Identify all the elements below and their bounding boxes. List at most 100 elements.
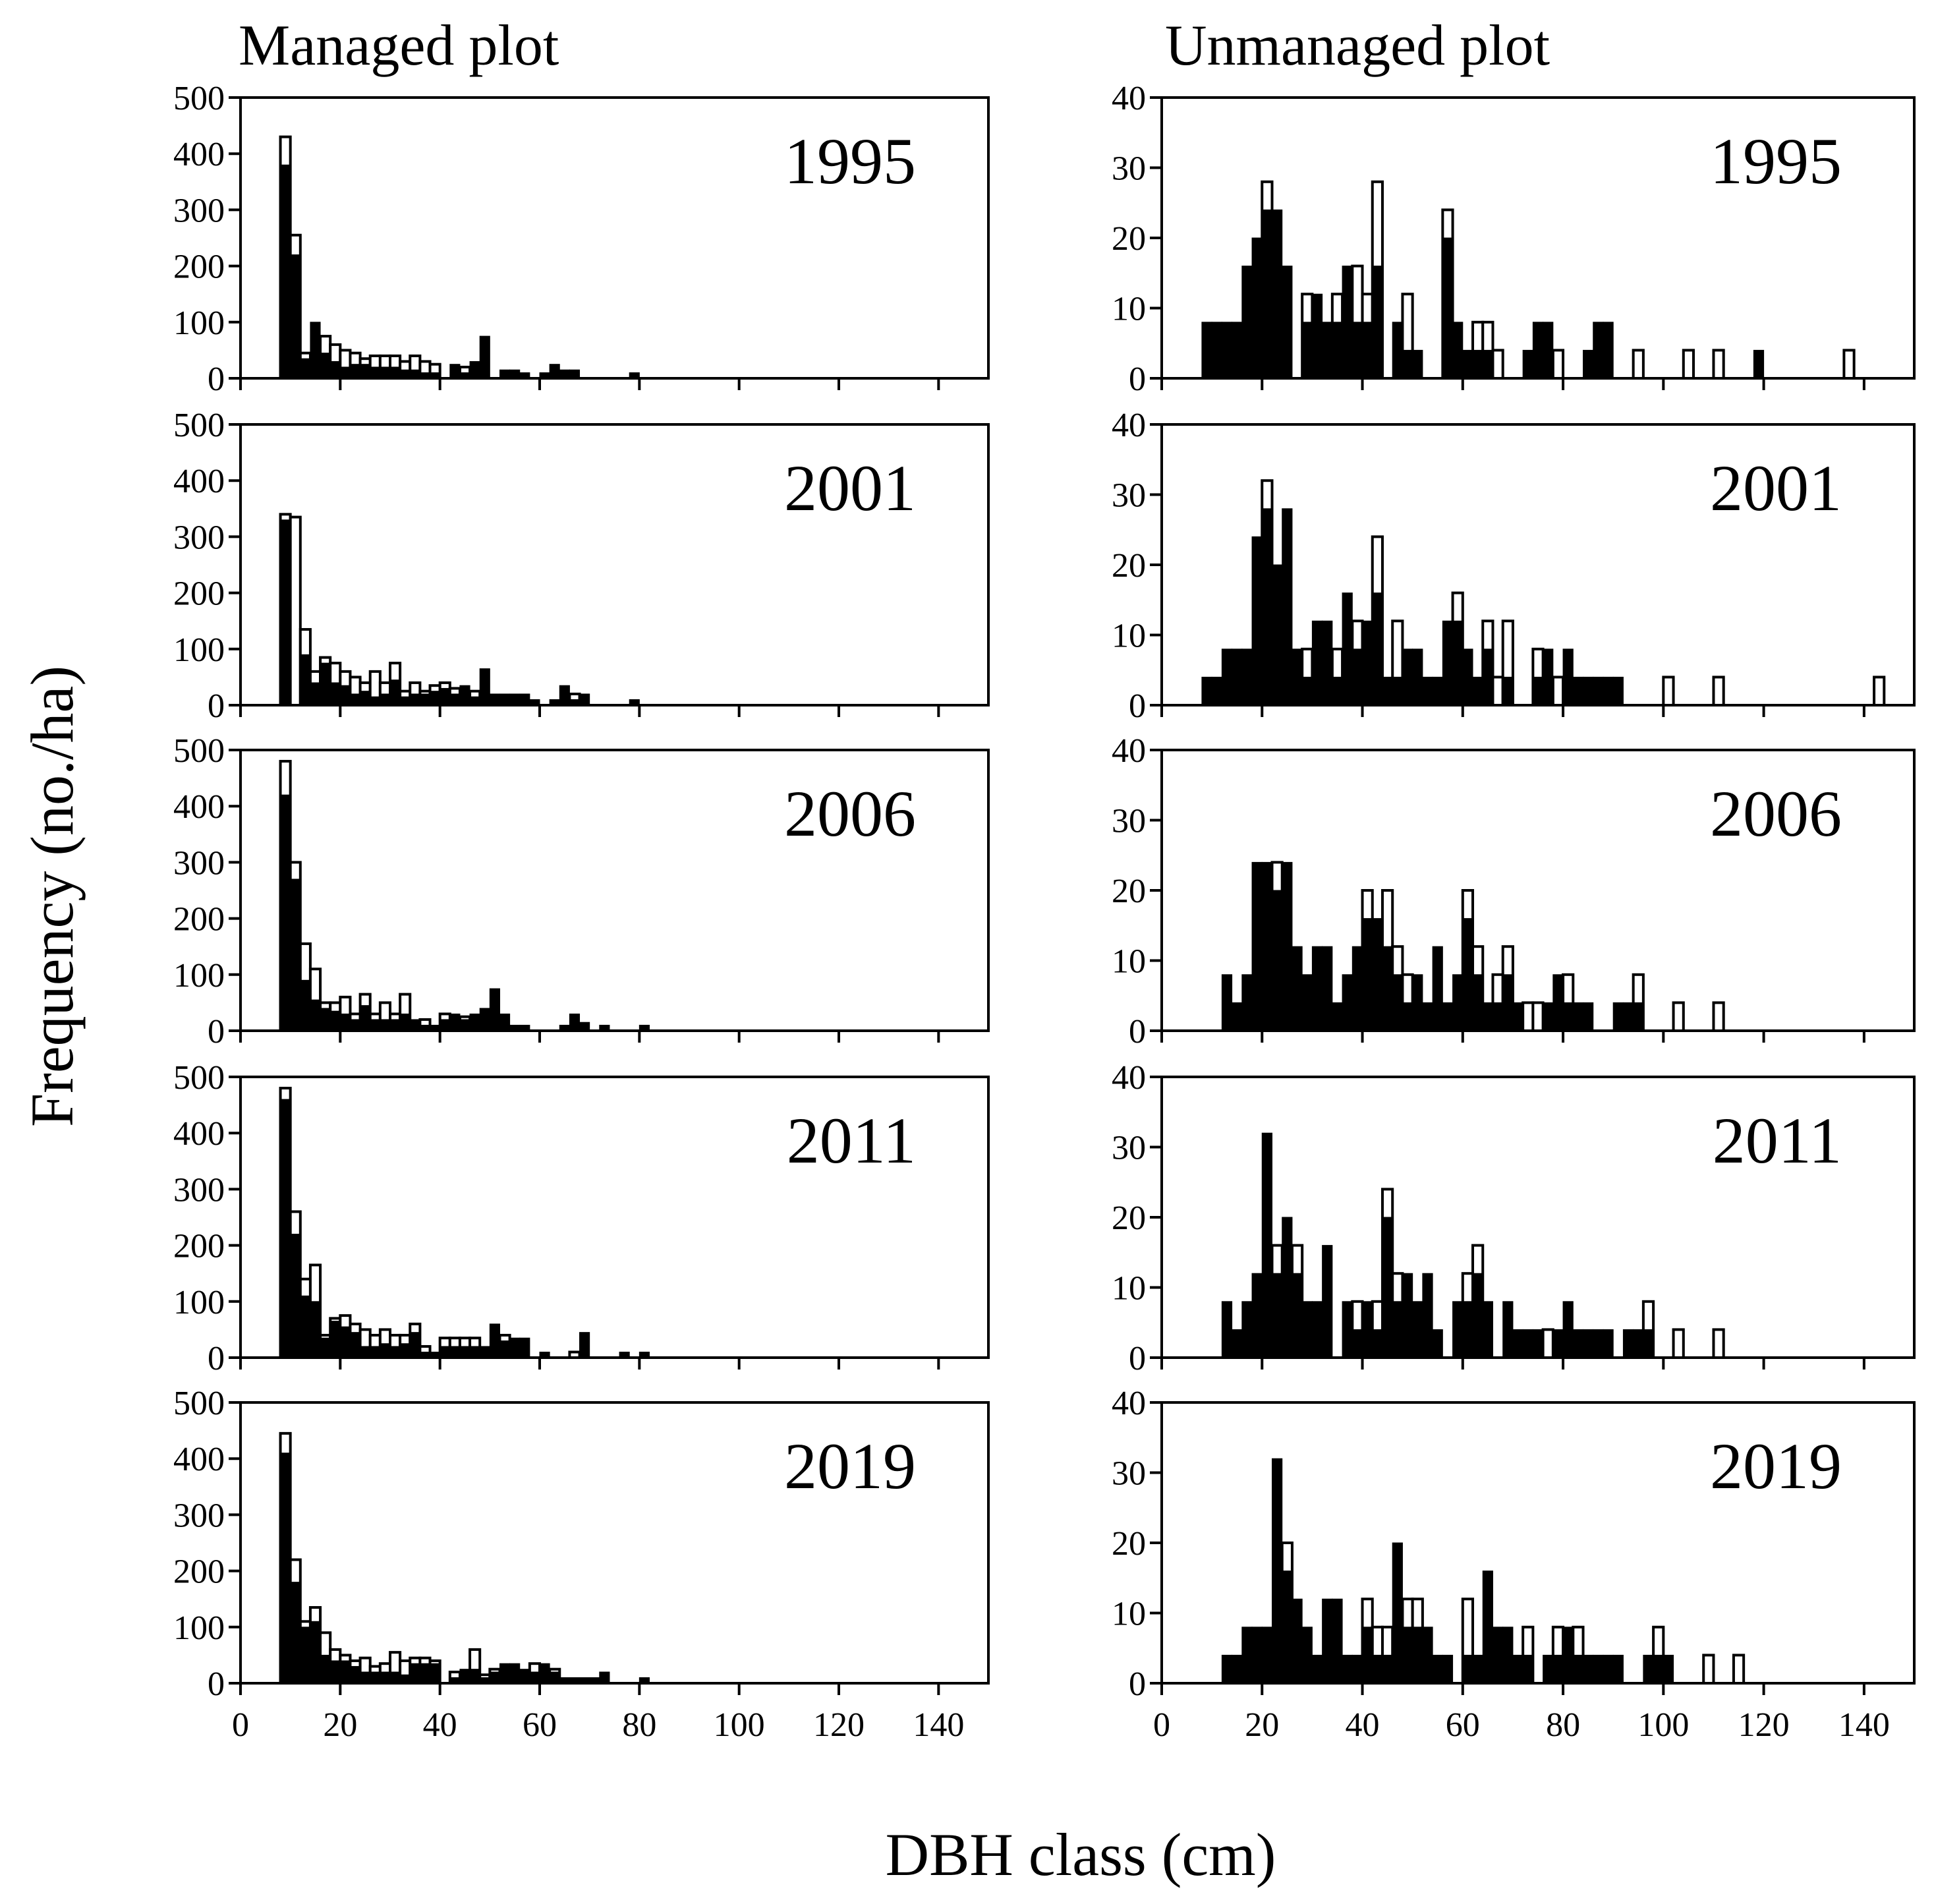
- bar-solid-unmanaged-2001-14: [1232, 649, 1243, 706]
- bar-solid-unmanaged-2019-98: [1653, 1654, 1664, 1684]
- plot-frame-managed-2011: [239, 1076, 990, 1359]
- y-tick-label-managed-1995-300: 300: [173, 192, 225, 229]
- bar-solid-managed-2006-20: [339, 1013, 351, 1031]
- bar-solid-unmanaged-2019-62: [1472, 1654, 1483, 1684]
- bar-solid-unmanaged-2001-28: [1301, 676, 1313, 706]
- bar-solid-managed-1995-62: [549, 364, 560, 379]
- year-label-managed-2006: 2006: [784, 777, 916, 850]
- bar-solid-managed-2011-42: [449, 1346, 461, 1358]
- bar-solid-unmanaged-1995-62: [1472, 349, 1483, 379]
- y-tick-label-managed-2001-100: 100: [173, 631, 225, 669]
- panel-unmanaged-2001: 0 10 20 30 40 2001: [1112, 407, 1916, 725]
- panel-managed-2006: 0 100 200 300 400 500 2006: [173, 732, 990, 1051]
- y-tick-label-unmanaged-2006-0: 0: [1129, 1013, 1146, 1051]
- bar-solid-managed-2019-56: [519, 1669, 530, 1684]
- y-tick-label-unmanaged-2001-30: 30: [1112, 477, 1146, 515]
- bar-solid-unmanaged-2001-58: [1452, 620, 1464, 706]
- bar-solid-managed-2011-12: [300, 1295, 311, 1358]
- bar-solid-unmanaged-2006-34: [1332, 1002, 1343, 1031]
- bar-solid-managed-2001-20: [339, 685, 351, 706]
- bar-solid-unmanaged-2011-48: [1402, 1273, 1413, 1358]
- bar-solid-unmanaged-2011-82: [1572, 1329, 1584, 1358]
- bar-open-unmanaged-1995-104: [1682, 349, 1695, 380]
- bar-solid-unmanaged-2019-54: [1432, 1654, 1443, 1684]
- x-tick-label-unmanaged-2019-80: 80: [1546, 1706, 1580, 1744]
- bar-solid-managed-2001-52: [499, 693, 511, 706]
- y-tick-label-managed-2006-100: 100: [173, 957, 225, 995]
- bar-solid-managed-2019-62: [549, 1671, 560, 1684]
- bar-solid-unmanaged-2006-44: [1382, 946, 1393, 1031]
- bar-solid-unmanaged-2011-94: [1633, 1329, 1644, 1358]
- bar-solid-unmanaged-2011-32: [1322, 1245, 1333, 1358]
- bar-solid-managed-2019-34: [409, 1663, 420, 1684]
- bar-solid-unmanaged-1995-38: [1351, 322, 1363, 379]
- bar-solid-unmanaged-2001-40: [1362, 620, 1373, 706]
- bar-open-unmanaged-2011-110: [1712, 1328, 1725, 1360]
- bar-solid-managed-1995-20: [339, 366, 351, 379]
- bar-solid-managed-2019-46: [469, 1669, 480, 1684]
- bar-solid-unmanaged-2006-20: [1261, 861, 1272, 1031]
- bar-solid-unmanaged-1995-10: [1211, 322, 1222, 379]
- bar-solid-unmanaged-2001-34: [1332, 676, 1343, 706]
- bar-solid-unmanaged-2019-16: [1241, 1627, 1253, 1684]
- bar-solid-unmanaged-1995-118: [1753, 349, 1765, 379]
- bar-solid-unmanaged-2019-80: [1562, 1627, 1574, 1684]
- bar-solid-managed-2006-18: [329, 1010, 341, 1031]
- bar-solid-unmanaged-2001-16: [1241, 649, 1253, 706]
- bar-solid-unmanaged-2019-20: [1261, 1627, 1272, 1684]
- bar-open-unmanaged-1995-136: [1842, 349, 1856, 380]
- bar-open-unmanaged-1995-78: [1551, 349, 1565, 380]
- bar-solid-unmanaged-2001-76: [1543, 649, 1554, 706]
- panel-managed-2011: 0 100 200 300 400 500 2011: [173, 1059, 990, 1377]
- panel-managed-2019: 0 100 200 300 400 500 0 20 40 60 80 100 120 140 2019: [173, 1385, 990, 1744]
- bar-solid-unmanaged-2019-42: [1372, 1654, 1383, 1684]
- bar-solid-unmanaged-2006-52: [1422, 1002, 1433, 1031]
- plot-frame-managed-2019: [239, 1401, 990, 1685]
- y-tick-label-managed-2011-0: 0: [208, 1340, 225, 1377]
- bar-solid-unmanaged-2011-92: [1622, 1329, 1634, 1358]
- bar-solid-managed-2011-32: [399, 1343, 411, 1358]
- bar-solid-unmanaged-1995-48: [1402, 349, 1413, 379]
- bar-solid-unmanaged-1995-34: [1332, 322, 1343, 379]
- bar-solid-managed-2006-28: [380, 1019, 391, 1031]
- bar-solid-unmanaged-2001-64: [1482, 649, 1493, 706]
- bar-open-unmanaged-2001-78: [1551, 676, 1565, 707]
- bar-solid-managed-1995-10: [290, 254, 301, 379]
- x-tick-label-managed-2019-40: 40: [423, 1706, 457, 1744]
- bar-solid-unmanaged-2011-50: [1412, 1301, 1423, 1358]
- bar-open-unmanaged-2001-66: [1491, 676, 1504, 707]
- bar-solid-unmanaged-2001-82: [1572, 676, 1584, 706]
- bar-solid-unmanaged-2006-40: [1362, 918, 1373, 1031]
- bar-solid-unmanaged-2001-46: [1392, 676, 1403, 706]
- column-title-managed: Managed plot: [239, 14, 559, 78]
- bar-solid-managed-2006-40: [440, 1019, 451, 1031]
- bar-solid-unmanaged-2019-90: [1612, 1654, 1624, 1684]
- bar-solid-unmanaged-2011-14: [1232, 1329, 1243, 1358]
- panel-managed-2001: 0 100 200 300 400 500 2001: [173, 407, 990, 725]
- bar-solid-unmanaged-2019-46: [1392, 1542, 1403, 1684]
- plot-frame-managed-2006: [239, 749, 990, 1032]
- bar-solid-managed-2001-24: [360, 691, 371, 706]
- bar-solid-unmanaged-2019-84: [1583, 1654, 1594, 1684]
- bar-solid-unmanaged-1995-24: [1282, 266, 1293, 379]
- y-tick-label-unmanaged-2011-40: 40: [1112, 1059, 1146, 1097]
- bar-solid-unmanaged-2001-36: [1342, 592, 1353, 706]
- bar-solid-unmanaged-2011-78: [1552, 1329, 1564, 1358]
- bar-solid-managed-2011-8: [280, 1099, 291, 1358]
- bar-solid-unmanaged-2001-74: [1532, 676, 1544, 706]
- bar-solid-unmanaged-2006-26: [1292, 946, 1303, 1031]
- x-axis-title: DBH class (cm): [886, 1821, 1276, 1888]
- bar-solid-unmanaged-2006-22: [1271, 890, 1283, 1031]
- bar-solid-unmanaged-1995-30: [1311, 293, 1323, 379]
- bar-solid-unmanaged-2019-70: [1512, 1654, 1523, 1684]
- bar-solid-managed-2006-46: [469, 1013, 480, 1031]
- plot-frame-managed-2001: [239, 423, 990, 707]
- bar-solid-unmanaged-1995-8: [1201, 322, 1212, 379]
- bar-solid-unmanaged-2006-78: [1552, 974, 1564, 1031]
- bar-solid-unmanaged-2001-10: [1211, 676, 1222, 706]
- bar-solid-managed-2011-20: [339, 1326, 351, 1358]
- bar-solid-unmanaged-2011-70: [1512, 1329, 1523, 1358]
- bar-solid-unmanaged-2011-22: [1271, 1273, 1283, 1358]
- bar-solid-managed-2001-54: [509, 693, 521, 706]
